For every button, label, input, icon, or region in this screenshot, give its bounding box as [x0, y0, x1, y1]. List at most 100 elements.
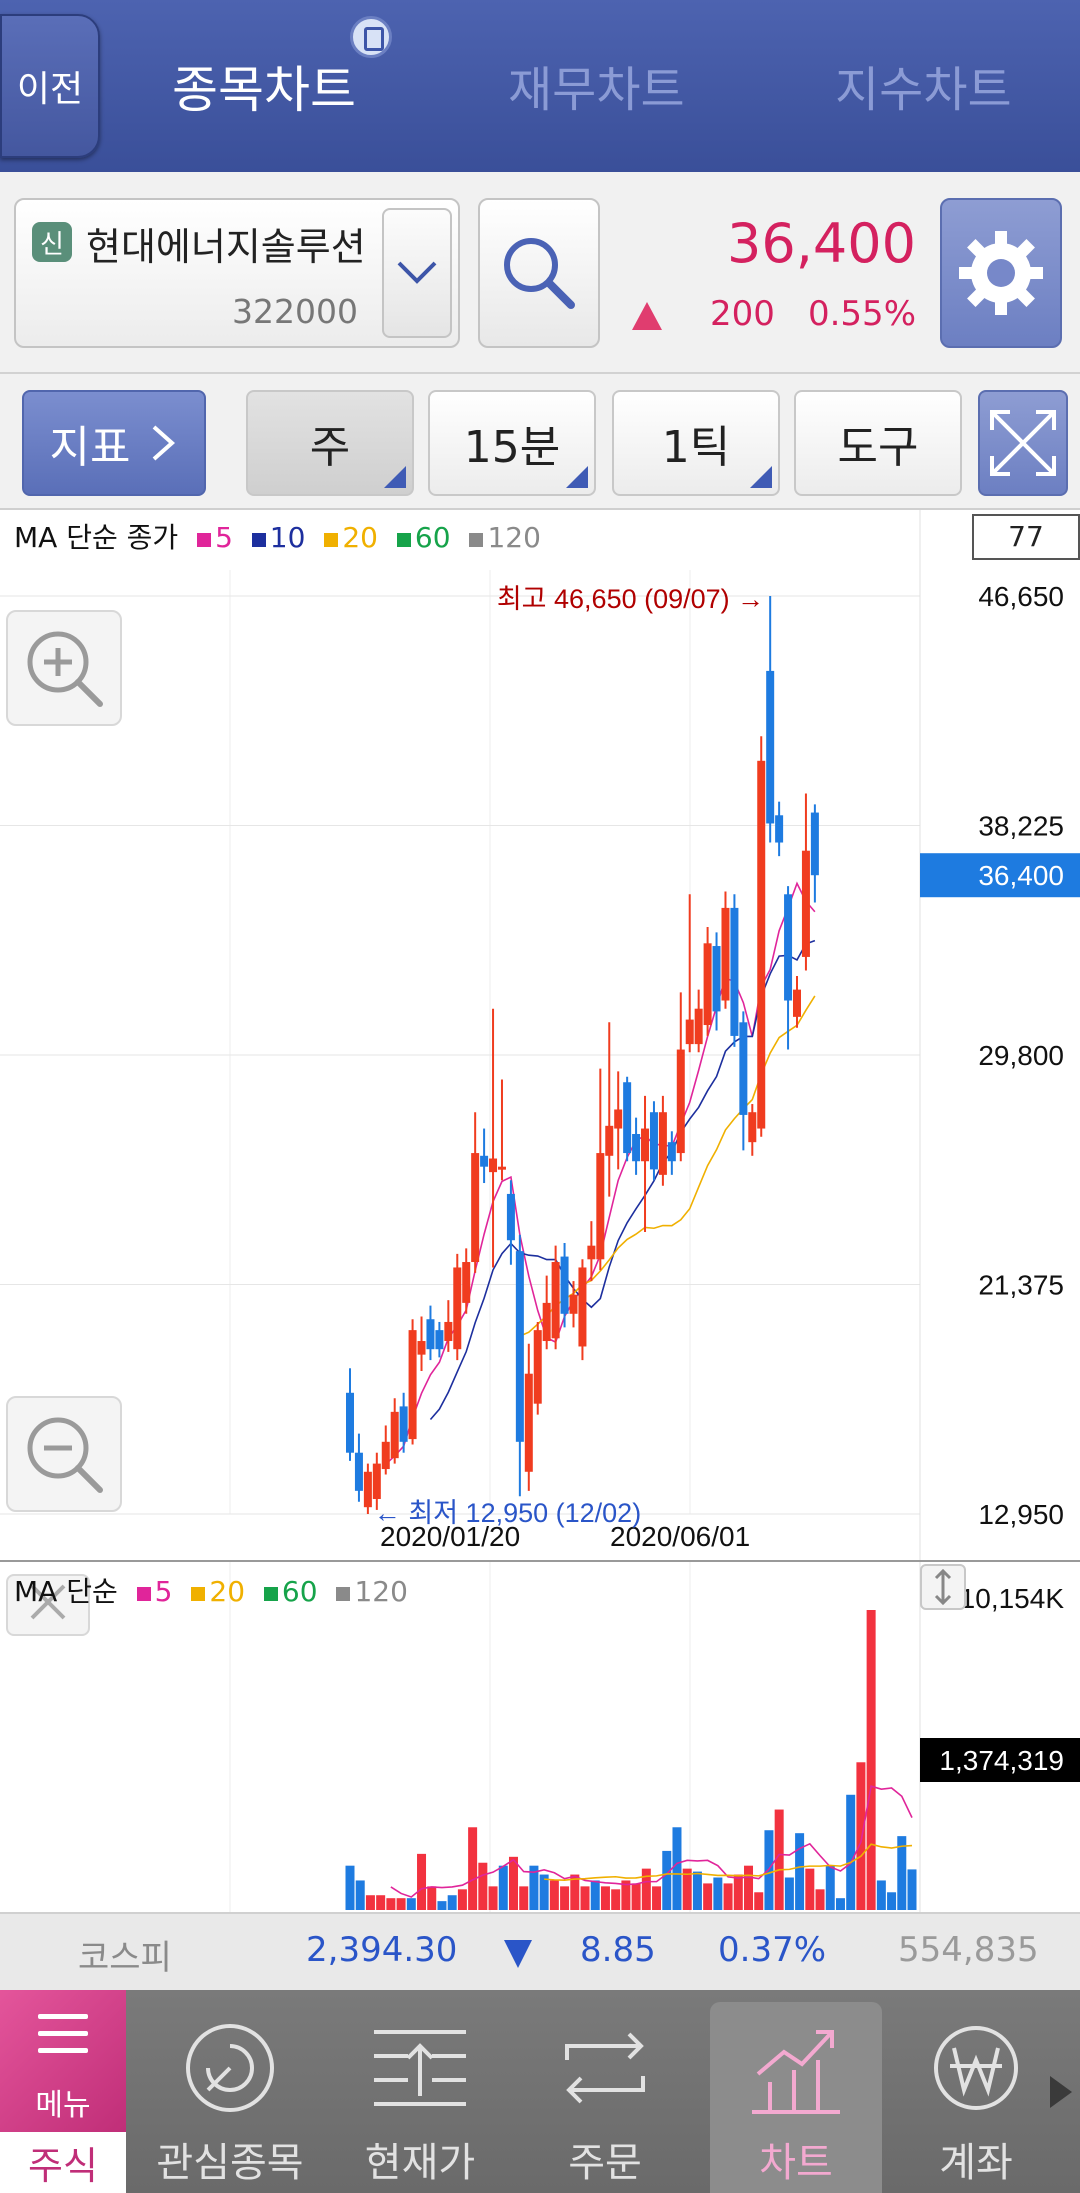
volume-bar[interactable]	[672, 1827, 682, 1910]
candle-body[interactable]	[444, 1321, 453, 1342]
candle-body[interactable]	[489, 1158, 498, 1173]
volume-bar[interactable]	[570, 1874, 580, 1910]
candle-body[interactable]	[578, 1267, 587, 1347]
candle-body[interactable]	[533, 1330, 542, 1404]
volume-bar[interactable]	[897, 1836, 907, 1910]
price-chart-canvas[interactable]: 46,650 38,225 29,800 21,375 12,950 2020/01/20…	[0, 510, 1080, 1560]
volume-bar[interactable]	[345, 1865, 355, 1910]
volume-bar[interactable]	[488, 1886, 498, 1910]
candle-body[interactable]	[587, 1245, 596, 1260]
volume-bar[interactable]	[754, 1892, 764, 1910]
volume-bar[interactable]	[631, 1883, 641, 1910]
candle-body[interactable]	[739, 1022, 748, 1115]
back-button[interactable]: 이전	[0, 14, 100, 158]
candle-body[interactable]	[605, 1125, 614, 1156]
candle-body[interactable]	[757, 760, 766, 1129]
candle-body[interactable]	[667, 1142, 676, 1162]
volume-bar[interactable]	[835, 1898, 845, 1910]
candle-body[interactable]	[435, 1330, 444, 1350]
volume-bar[interactable]	[406, 1898, 416, 1910]
candle-body[interactable]	[685, 1019, 694, 1045]
volume-bar[interactable]	[447, 1895, 457, 1910]
nav-stock-tab[interactable]: 주식	[0, 2132, 126, 2193]
volume-bar[interactable]	[457, 1889, 467, 1910]
zoom-in-button[interactable]	[6, 610, 122, 726]
candle-body[interactable]	[408, 1330, 417, 1440]
candle-body[interactable]	[542, 1302, 551, 1342]
stock-dropdown-button[interactable]	[382, 208, 452, 338]
candle-body[interactable]	[658, 1112, 667, 1175]
candle-body[interactable]	[417, 1341, 426, 1355]
index-ticker-bar[interactable]: 코스피 2,394.30 8.85 0.37% 554,835	[0, 1912, 1080, 1990]
candle-body[interactable]	[569, 1294, 578, 1314]
volume-bar[interactable]	[539, 1874, 549, 1910]
candle-body[interactable]	[766, 670, 775, 824]
volume-bar[interactable]	[805, 1868, 815, 1910]
volume-bar[interactable]	[478, 1862, 488, 1910]
candle-body[interactable]	[801, 850, 810, 957]
nav-watchlist[interactable]: 관심종목	[140, 1990, 320, 2193]
candle-body[interactable]	[381, 1441, 390, 1470]
candle-body[interactable]	[560, 1256, 569, 1314]
menu-button[interactable]: 메뉴	[0, 1990, 126, 2132]
volume-bar[interactable]	[876, 1880, 886, 1910]
volume-bar[interactable]	[519, 1886, 529, 1910]
volume-bar[interactable]	[887, 1892, 897, 1910]
volume-bar[interactable]	[529, 1865, 539, 1910]
volume-bar[interactable]	[621, 1880, 631, 1910]
candle-body[interactable]	[372, 1463, 381, 1500]
nav-order[interactable]: 주문	[515, 1990, 695, 2193]
candle-body[interactable]	[471, 1153, 480, 1263]
volume-bar[interactable]	[611, 1889, 621, 1910]
candle-body[interactable]	[676, 1049, 685, 1154]
nav-current-price[interactable]: 현재가	[325, 1990, 515, 2193]
search-button[interactable]	[478, 198, 600, 348]
period-week-button[interactable]: 주	[246, 390, 414, 496]
candle-body[interactable]	[793, 989, 801, 1017]
candle-body[interactable]	[596, 1153, 605, 1260]
volume-bar[interactable]	[703, 1883, 713, 1910]
volume-bar[interactable]	[355, 1880, 365, 1910]
tab-financial-chart[interactable]: 재무차트	[508, 62, 685, 118]
resize-handle[interactable]	[920, 1564, 966, 1610]
candle-body[interactable]	[784, 894, 793, 1001]
volume-bar[interactable]	[508, 1856, 518, 1910]
candle-body[interactable]	[703, 943, 712, 1026]
tools-button[interactable]: 도구	[794, 390, 962, 496]
volume-bar[interactable]	[600, 1886, 610, 1910]
volume-bar[interactable]	[774, 1809, 784, 1910]
close-volume-button[interactable]	[6, 1574, 90, 1636]
visible-count-box[interactable]: 77	[972, 514, 1080, 560]
candle-body[interactable]	[748, 1112, 757, 1143]
candle-body[interactable]	[506, 1193, 515, 1241]
volume-chart-canvas[interactable]: 10,154K 1,374,319	[0, 1562, 1080, 1912]
candle-body[interactable]	[363, 1471, 372, 1508]
candle-body[interactable]	[399, 1406, 408, 1442]
candle-body[interactable]	[524, 1373, 533, 1472]
volume-bar[interactable]	[692, 1871, 702, 1910]
candle-body[interactable]	[462, 1262, 471, 1303]
candle-body[interactable]	[614, 1109, 623, 1129]
candle-body[interactable]	[730, 907, 739, 1036]
nav-chart[interactable]: 차트	[710, 2002, 882, 2193]
volume-bar[interactable]	[376, 1895, 386, 1910]
tab-stock-chart[interactable]: 종목차트	[172, 61, 356, 119]
volume-bar[interactable]	[590, 1880, 600, 1910]
volume-bar[interactable]	[825, 1865, 835, 1910]
volume-bar[interactable]	[866, 1610, 876, 1910]
candle-body[interactable]	[426, 1319, 435, 1350]
volume-bar[interactable]	[437, 1901, 447, 1910]
volume-chart[interactable]: 10,154K 1,374,319 MA 단순 5 20 60 120	[0, 1560, 1080, 1912]
candle-body[interactable]	[354, 1452, 363, 1491]
refresh-icon[interactable]	[350, 16, 392, 58]
candle-body[interactable]	[712, 946, 721, 1012]
expand-button[interactable]	[978, 390, 1068, 496]
candle-body[interactable]	[346, 1392, 354, 1453]
candle-body[interactable]	[453, 1267, 462, 1350]
volume-bar[interactable]	[784, 1877, 794, 1910]
candle-body[interactable]	[480, 1155, 489, 1167]
stock-selector[interactable]: 신 현대에너지솔루션 322000	[14, 198, 460, 348]
volume-bar[interactable]	[386, 1898, 396, 1910]
nav-account[interactable]: 계좌	[896, 1990, 1056, 2193]
volume-bar[interactable]	[733, 1874, 743, 1910]
